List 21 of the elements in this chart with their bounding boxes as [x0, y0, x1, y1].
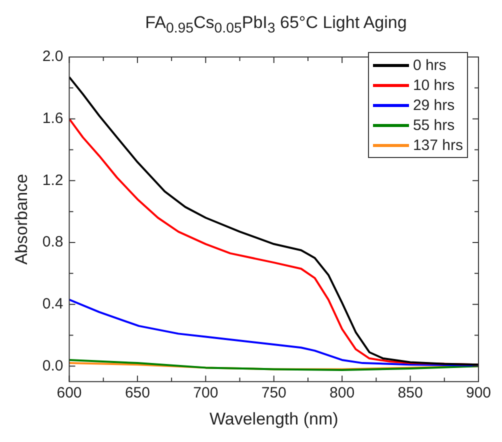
- x-tick-label: 600: [56, 384, 82, 402]
- x-tick-label: 750: [261, 384, 286, 402]
- y-tick-label: 1.6: [42, 110, 64, 127]
- x-tick-label: 650: [124, 384, 150, 402]
- y-tick-label: 0.4: [42, 295, 64, 312]
- y-tick-label: 2.0: [42, 48, 64, 66]
- x-tick-label: 900: [466, 384, 491, 402]
- legend-label: 29 hrs: [412, 96, 455, 114]
- y-tick-label: 0.0: [42, 357, 64, 374]
- y-axis-title: Absorbance: [12, 174, 31, 265]
- chart-title: FA$_{0.95}$Cs$_{0.05}$PbI$_{3}$ 65°C Light Aging: [144, 12, 408, 38]
- x-tick-label: 700: [193, 384, 218, 402]
- legend-label: 55 hrs: [412, 116, 455, 134]
- legend-label: 137 hrs: [412, 136, 463, 154]
- y-tick-label: 1.2: [42, 172, 64, 189]
- x-tick-label: 800: [330, 384, 355, 402]
- x-tick-label: 850: [398, 384, 423, 402]
- legend-label: 10 hrs: [412, 76, 455, 94]
- x-axis-title: Wavelength (nm): [209, 409, 338, 428]
- y-tick-label: 0.8: [42, 234, 64, 251]
- legend-label: 0 hrs: [412, 56, 446, 74]
